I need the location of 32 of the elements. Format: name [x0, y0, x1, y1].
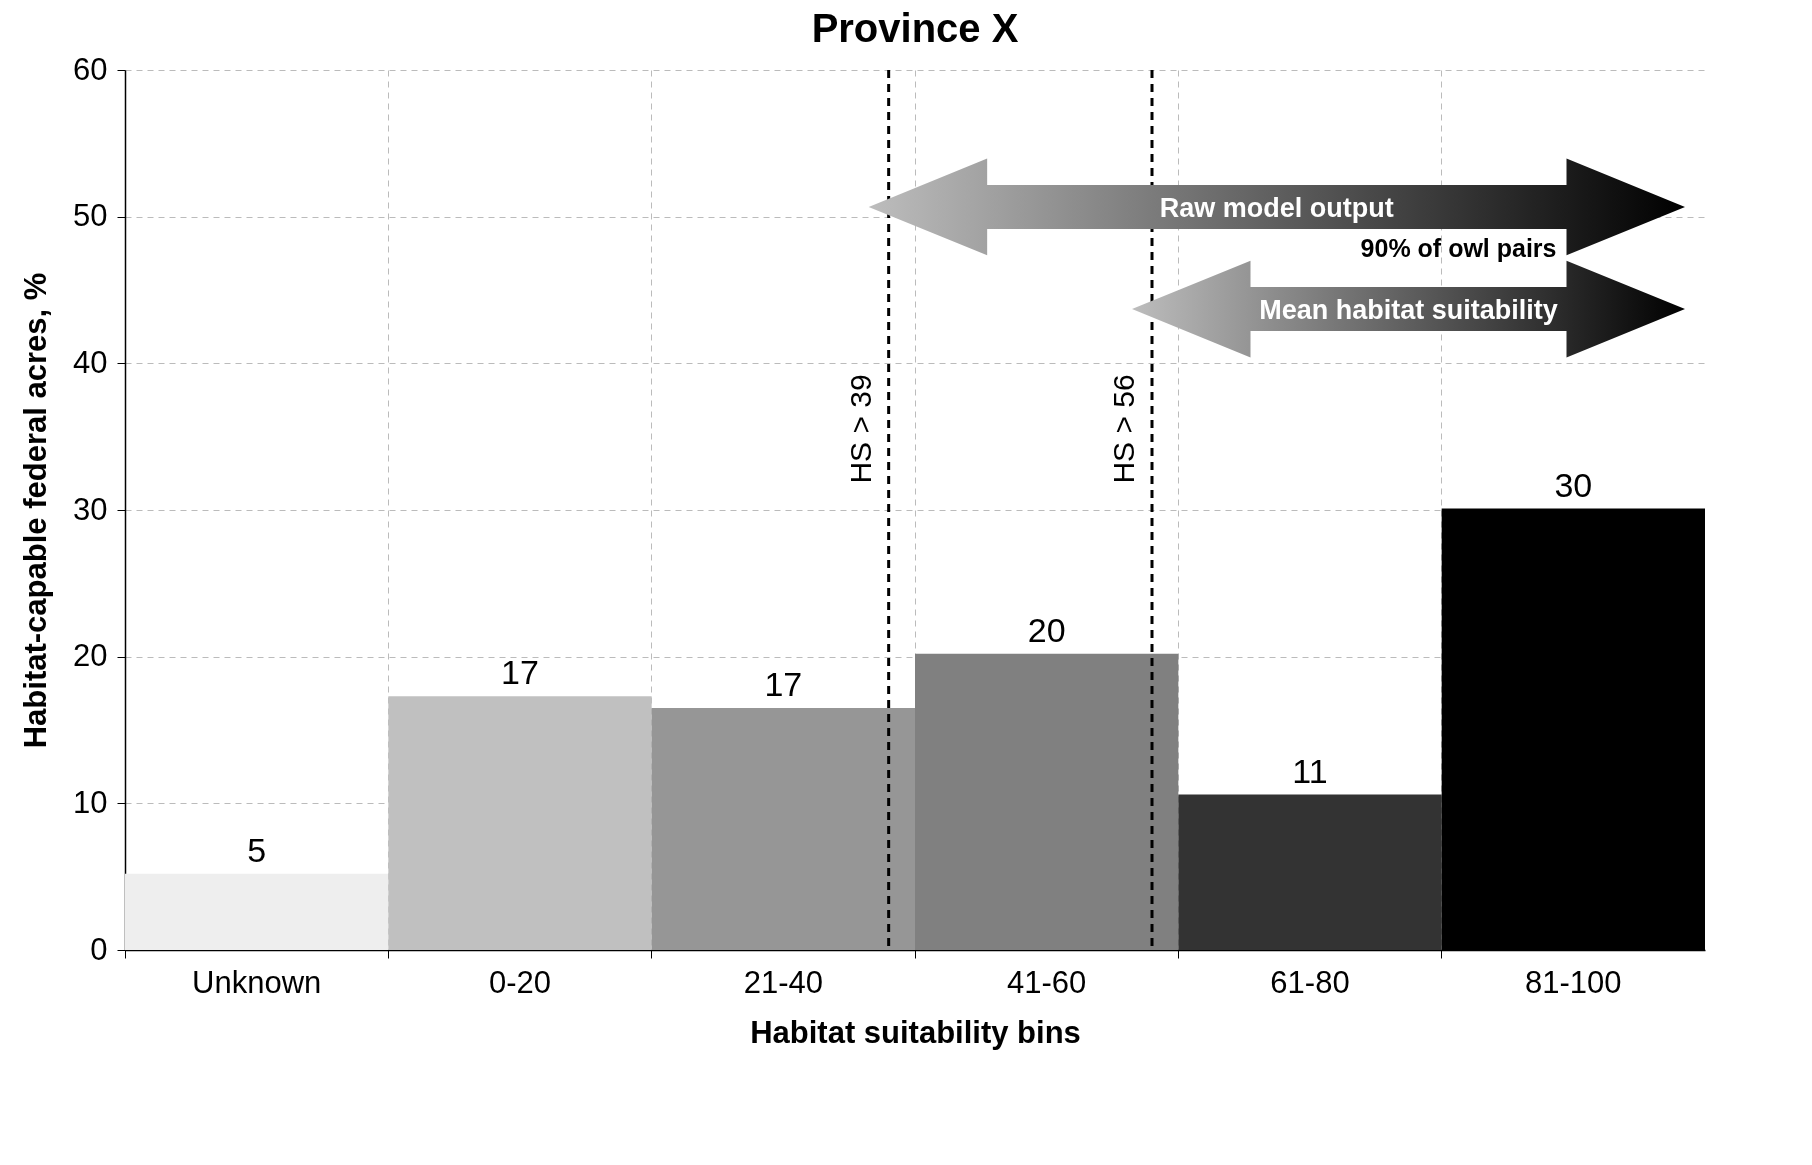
x-tick-label: 81-100: [1525, 964, 1622, 1000]
x-tick-label: 0-20: [488, 964, 552, 1000]
data-label: 17: [501, 653, 539, 692]
y-tick-label: 10: [73, 784, 108, 820]
ref-line-label: HS > 39: [843, 374, 877, 484]
data-label: 20: [1027, 610, 1066, 649]
bar: [651, 708, 915, 950]
x-tick-label: Unknown: [192, 964, 322, 1000]
annotation: 90% of owl pairs: [1360, 233, 1557, 262]
x-tick-label: 61-80: [1270, 964, 1350, 1000]
ref-line-label: HS > 56: [1107, 374, 1140, 484]
x-tick-label: 41-60: [1007, 964, 1087, 1000]
data-label: 11: [1292, 751, 1328, 790]
annotation: Mean habitat suitability: [1259, 295, 1558, 326]
bar: [125, 873, 389, 950]
y-tick-label: 40: [73, 344, 108, 380]
y-tick-label: 50: [73, 198, 108, 234]
bar: [388, 696, 652, 950]
y-tick-label: 0: [90, 931, 108, 967]
x-axis-title: Habitat suitability bins: [750, 1014, 1081, 1050]
bar: [915, 653, 1179, 950]
chart-title: Province X: [811, 6, 1019, 50]
annotation: Raw model output: [1159, 192, 1394, 223]
data-label: 30: [1554, 465, 1593, 504]
y-tick-label: 20: [73, 638, 108, 674]
x-tick-label: 21-40: [743, 964, 823, 1000]
bar: [1178, 794, 1442, 950]
data-label: 17: [764, 665, 803, 703]
y-axis-title: Habitat-capable federal acres, %: [18, 272, 54, 749]
y-tick-label: 30: [73, 491, 108, 527]
y-tick-label: 60: [73, 51, 108, 87]
data-label: 5: [247, 830, 267, 869]
